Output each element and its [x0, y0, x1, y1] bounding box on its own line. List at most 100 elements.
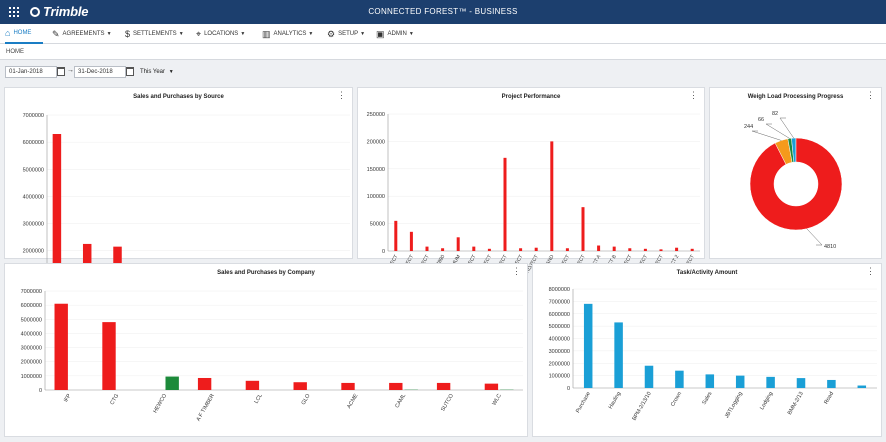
bar[interactable] [675, 247, 679, 251]
x-tick-label: LCL [254, 393, 264, 405]
bar[interactable] [484, 383, 499, 390]
bar[interactable] [581, 207, 585, 251]
bar[interactable] [612, 246, 616, 251]
bar[interactable] [583, 303, 593, 388]
more-options-icon[interactable]: ⋮ [866, 266, 875, 276]
y-tick-label: 5000000 [549, 324, 570, 330]
more-options-icon[interactable]: ⋮ [689, 90, 698, 100]
nav-setup[interactable]: ⚙ SETUP ▼ [327, 28, 366, 39]
bar[interactable] [472, 246, 476, 251]
brand-logo: Trimble [30, 4, 89, 19]
bar[interactable] [519, 248, 523, 251]
chevron-down-icon: ▼ [360, 31, 366, 37]
bar[interactable] [628, 248, 632, 251]
bar[interactable] [389, 382, 403, 390]
x-tick-label: Purchase [575, 391, 592, 414]
bar[interactable] [503, 157, 507, 251]
app-grid-icon[interactable] [9, 7, 19, 17]
location-pin-icon: ⌖ [196, 28, 202, 39]
y-tick-label: 7000000 [23, 113, 44, 119]
more-options-icon[interactable]: ⋮ [866, 90, 875, 100]
bar[interactable] [102, 322, 116, 390]
bar[interactable] [643, 248, 647, 251]
x-tick-label: BMM-2/13 [787, 391, 805, 416]
nav-home[interactable]: ⌂ HOME [5, 24, 43, 44]
bar[interactable] [614, 322, 623, 388]
chevron-down-icon: ▼ [178, 31, 184, 37]
y-tick-label: 5000000 [21, 317, 42, 323]
more-options-icon[interactable]: ⋮ [512, 266, 521, 276]
bar[interactable] [52, 134, 62, 305]
y-tick-label: 4000000 [549, 337, 570, 343]
y-tick-label: 5000000 [23, 167, 44, 173]
y-tick-label: 150000 [367, 167, 385, 173]
y-tick-label: 6000000 [23, 140, 44, 146]
calendar-icon[interactable] [57, 67, 65, 76]
bar[interactable] [565, 248, 569, 251]
bar[interactable] [675, 370, 684, 388]
chart-title: Sales and Purchases by Company [217, 270, 315, 276]
bar[interactable] [54, 303, 68, 390]
x-tick-label: ACME [346, 393, 359, 410]
bar[interactable] [705, 374, 715, 388]
bar[interactable] [796, 378, 806, 388]
bar[interactable] [597, 245, 601, 251]
bar[interactable] [550, 141, 554, 251]
chart-sales-by-company: 0 1000000 2000000 3000000 4000000 5000000 6000… [21, 289, 523, 422]
nav-analytics[interactable]: ▥ ANALYTICS ▼ [262, 28, 314, 39]
bar[interactable] [735, 375, 745, 388]
bar-chart-icon: ▥ [262, 28, 271, 39]
bar[interactable] [827, 379, 836, 388]
donut-slice[interactable] [749, 137, 843, 231]
bar[interactable] [293, 382, 307, 390]
arrow-right-icon: → [67, 67, 74, 74]
label-leader-line [751, 130, 782, 141]
y-tick-label: 50000 [370, 222, 385, 228]
bar[interactable] [644, 365, 654, 388]
bar[interactable] [441, 248, 445, 251]
panel-sales-by-company: Sales and Purchases by Company ⋮ 0 100000… [4, 263, 528, 437]
calendar-icon[interactable] [126, 67, 134, 76]
agreement-icon: ✎ [52, 28, 60, 39]
nav-admin[interactable]: ▣ ADMIN ▼ [376, 28, 414, 39]
top-bar: Trimble CONNECTED FOREST™ - BUSINESS [0, 0, 886, 24]
period-select[interactable]: This Year ▼ [140, 69, 174, 75]
x-tick-label: Sales [701, 391, 713, 406]
nav-settlements[interactable]: $ SETTLEMENTS ▼ [125, 29, 184, 39]
briefcase-icon: ▣ [376, 28, 385, 39]
y-tick-label: 2000000 [21, 360, 42, 366]
bar[interactable] [456, 237, 460, 251]
y-tick-label: 0 [567, 386, 570, 392]
bar[interactable] [245, 380, 260, 390]
start-date-input[interactable]: 01-Jan-2018 [5, 66, 57, 78]
end-date-input[interactable]: 31-Dec-2018 [74, 66, 126, 78]
nav-agreements[interactable]: ✎ AGREEMENTS ▼ [52, 28, 112, 39]
nav-locations[interactable]: ⌖ LOCATIONS ▼ [196, 28, 246, 39]
bar[interactable] [197, 377, 212, 390]
bar[interactable] [425, 246, 429, 251]
bar[interactable] [487, 248, 491, 251]
main-nav: ⌂ HOME ✎ AGREEMENTS ▼ $ SETTLEMENTS ▼ ⌖ LOCATI… [0, 24, 886, 44]
bar[interactable] [394, 220, 398, 251]
bar[interactable] [690, 248, 694, 251]
bar[interactable] [165, 376, 179, 390]
more-options-icon[interactable]: ⋮ [337, 90, 346, 100]
slice-label: 244 [744, 124, 753, 130]
bar[interactable] [409, 231, 413, 251]
x-tick-label: Hauling [608, 391, 623, 410]
slice-label: 82 [772, 111, 778, 117]
bar[interactable] [341, 382, 355, 390]
y-tick-label: 8000000 [549, 287, 570, 293]
bar[interactable] [534, 247, 538, 251]
y-tick-label: 4000000 [23, 194, 44, 200]
y-tick-label: 1000000 [549, 374, 570, 380]
bar[interactable] [766, 376, 775, 388]
trimble-logo-icon [30, 7, 40, 17]
chart-title: Project Performance [501, 94, 561, 100]
bar[interactable] [857, 385, 867, 388]
bar[interactable] [436, 382, 451, 390]
bar[interactable] [659, 249, 663, 251]
chart-title: Weigh Load Processing Progress [747, 94, 844, 100]
x-tick-label: CTG [109, 393, 120, 406]
label-leader-line [806, 228, 823, 246]
